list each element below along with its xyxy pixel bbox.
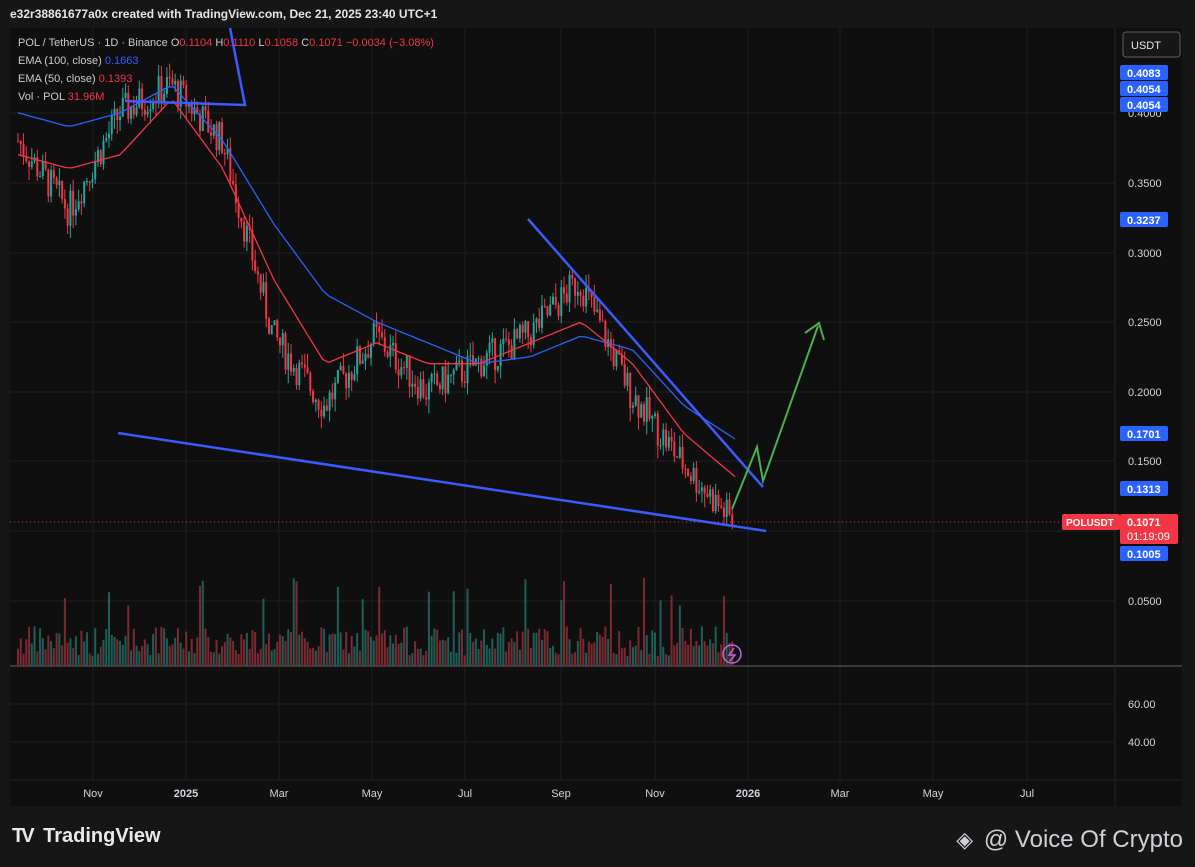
chart-credit: e32r38861677a0x created with TradingView… bbox=[10, 7, 438, 21]
tradingview-mark-icon: TV bbox=[12, 825, 34, 847]
footer bbox=[0, 806, 1195, 867]
tradingview-wordmark: TradingView bbox=[43, 825, 161, 847]
legend-ema50-row[interactable]: EMA (50, close) 0.1393 bbox=[18, 70, 434, 88]
chart-legend[interactable]: POL / TetherUS · 1D · Binance O0.1104 H0… bbox=[18, 34, 434, 106]
ema100-value: 0.1663 bbox=[104, 55, 139, 67]
chart-area[interactable] bbox=[10, 28, 1182, 806]
close-value: 0.1071 bbox=[309, 37, 343, 49]
high-value: 0.1110 bbox=[223, 37, 256, 49]
legend-symbol-row[interactable]: POL / TetherUS · 1D · Binance O0.1104 H0… bbox=[18, 34, 434, 52]
ema100-label[interactable]: EMA (100, close) bbox=[18, 55, 102, 67]
close-label: C bbox=[301, 37, 310, 49]
author-handle: @ Voice Of Crypto bbox=[983, 826, 1183, 853]
chart-credit-bar: e32r38861677a0x created with TradingView… bbox=[0, 0, 1195, 28]
legend-ema100-row[interactable]: EMA (100, close) 0.1663 bbox=[18, 52, 434, 70]
ema50-value: 0.1393 bbox=[98, 73, 133, 85]
binance-square-icon: ◈ bbox=[956, 827, 974, 852]
tradingview-logo[interactable]: TV TradingView bbox=[12, 825, 161, 848]
open-value: 0.1104 bbox=[179, 37, 213, 49]
low-label: L bbox=[258, 37, 265, 49]
change-value: −0.0034 (−3.08%) bbox=[345, 37, 434, 49]
ema50-label[interactable]: EMA (50, close) bbox=[18, 73, 96, 85]
author-watermark: ◈ @ Voice Of Crypto bbox=[956, 826, 1183, 854]
volume-label[interactable]: Vol · POL bbox=[18, 91, 65, 103]
volume-value: 31.96M bbox=[67, 91, 105, 103]
symbol-name[interactable]: POL / TetherUS · 1D · Binance bbox=[18, 37, 168, 49]
low-value: 0.1058 bbox=[264, 37, 299, 49]
legend-volume-row[interactable]: Vol · POL 31.96M bbox=[18, 88, 434, 106]
